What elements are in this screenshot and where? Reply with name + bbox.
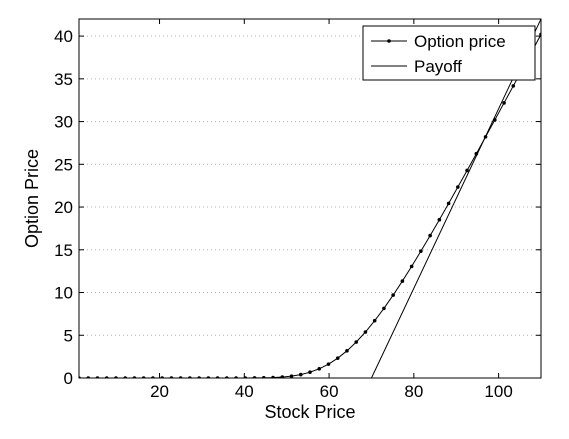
legend-marker-option-price	[387, 39, 391, 43]
data-point-option-price	[409, 264, 414, 269]
data-point-option-price	[308, 370, 312, 374]
data-point-option-price	[428, 233, 432, 238]
legend-label-payoff: Payoff	[414, 57, 462, 76]
y-tick-label: 20	[54, 198, 73, 217]
x-tick-label: 40	[235, 382, 254, 401]
data-point-option-price	[326, 362, 331, 366]
legend-label-option-price: Option price	[414, 32, 506, 51]
y-tick-label: 15	[54, 241, 73, 260]
y-tick-label: 35	[54, 70, 73, 89]
legend: Option price Payoff	[362, 25, 536, 81]
data-point-option-price	[511, 84, 516, 88]
x-tick-label: 60	[320, 382, 339, 401]
plot-frame	[78, 18, 542, 379]
data-point-option-price	[372, 318, 377, 323]
data-point-option-price	[382, 306, 386, 311]
data-point-option-price	[298, 372, 303, 377]
data-point-option-price	[465, 168, 469, 173]
y-tick-label: 0	[64, 369, 73, 388]
data-point-option-price	[363, 330, 368, 334]
data-point-option-price	[289, 374, 294, 378]
legend-box	[362, 25, 536, 81]
data-point-option-price	[446, 201, 451, 206]
x-tick-label: 20	[150, 382, 169, 401]
axis-ticks: 0 5 10 15 20 25 30 35 40 20 40 60 80 100	[54, 19, 541, 401]
data-point-option-price	[437, 217, 442, 222]
data-point-option-price	[456, 185, 460, 189]
data-point-option-price	[502, 101, 506, 105]
y-tick-label: 40	[54, 27, 73, 46]
y-tick-label: 25	[54, 155, 73, 174]
y-tick-label: 5	[64, 326, 73, 345]
data-point-option-price	[345, 349, 349, 353]
y-tick-label: 30	[54, 113, 73, 132]
y-axis-label: Option Price	[22, 149, 42, 248]
data-point-option-price	[335, 356, 340, 360]
x-axis-label: Stock Price	[264, 402, 355, 422]
x-tick-label: 80	[404, 382, 423, 401]
series-line-payoff	[79, 19, 541, 378]
data-point-option-price	[354, 340, 359, 344]
x-tick-label: 100	[484, 382, 512, 401]
data-point-option-price	[317, 366, 322, 371]
y-tick-label: 10	[54, 284, 73, 303]
grid-lines	[79, 35, 541, 336]
data-point-option-price	[419, 249, 423, 253]
series-line-option-price	[79, 34, 541, 378]
data-point-option-price	[280, 375, 285, 378]
data-point-option-price	[271, 375, 275, 378]
data-point-option-price	[400, 279, 405, 283]
data-point-option-price	[391, 293, 395, 297]
